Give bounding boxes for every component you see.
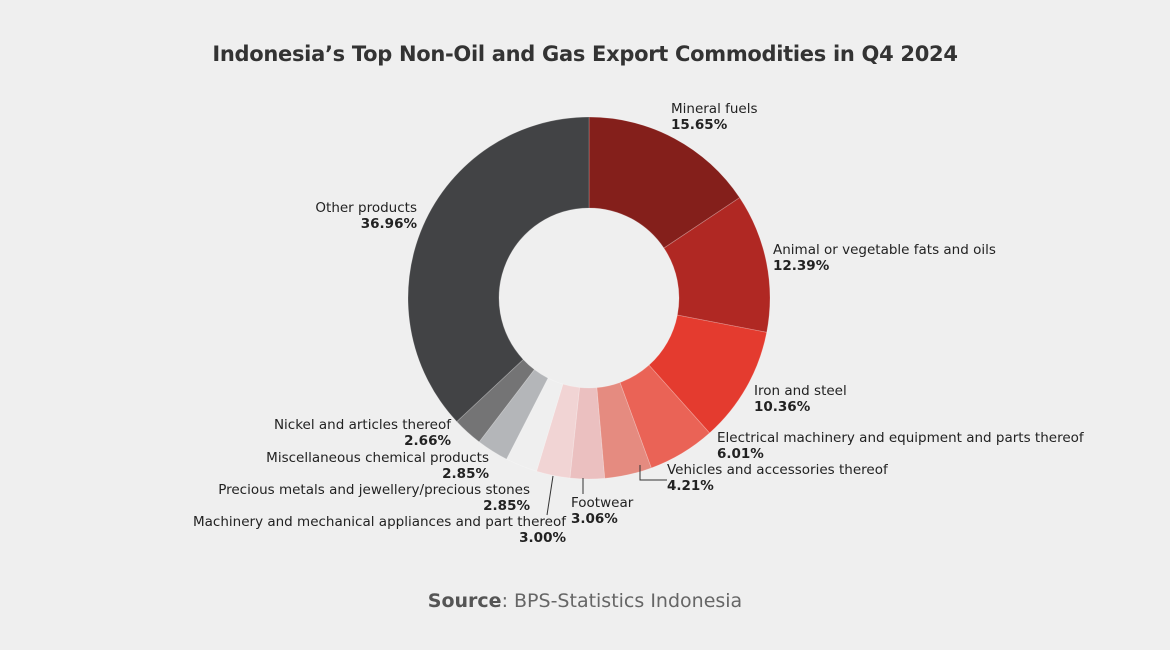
label-electrical: Electrical machinery and equipment and p… [717, 430, 1084, 462]
label-other-products: Other products 36.96% [315, 200, 417, 232]
label-nickel: Nickel and articles thereof 2.66% [273, 417, 451, 449]
chart-title: Indonesia’s Top Non-Oil and Gas Export C… [212, 42, 958, 66]
leader-line [639, 465, 667, 481]
label-machinery: Machinery and mechanical appliances and … [193, 514, 566, 546]
label-precious-metals: Precious metals and jewellery/precious s… [218, 482, 530, 514]
donut-slice [407, 116, 590, 423]
label-footwear: Footwear 3.06% [571, 495, 634, 527]
donut-slice [619, 364, 711, 469]
donut-slice [588, 116, 741, 249]
donut-slice [648, 314, 768, 434]
donut-slice [478, 368, 549, 460]
label-animal-fats: Animal or vegetable fats and oils 12.39% [773, 242, 996, 274]
label-iron-steel: Iron and steel 10.36% [754, 383, 847, 415]
leader-line [546, 475, 554, 516]
source-note: Source: BPS-Statistics Indonesia [427, 590, 743, 612]
label-mineral-fuels: Mineral fuels 15.65% [671, 101, 758, 133]
donut-slice [536, 383, 580, 479]
label-misc-chemical: Miscellaneous chemical products 2.85% [266, 450, 489, 482]
donut-slice [663, 197, 771, 333]
label-vehicles: Vehicles and accessories thereof 4.21% [667, 462, 888, 494]
donut-slice [505, 377, 564, 472]
